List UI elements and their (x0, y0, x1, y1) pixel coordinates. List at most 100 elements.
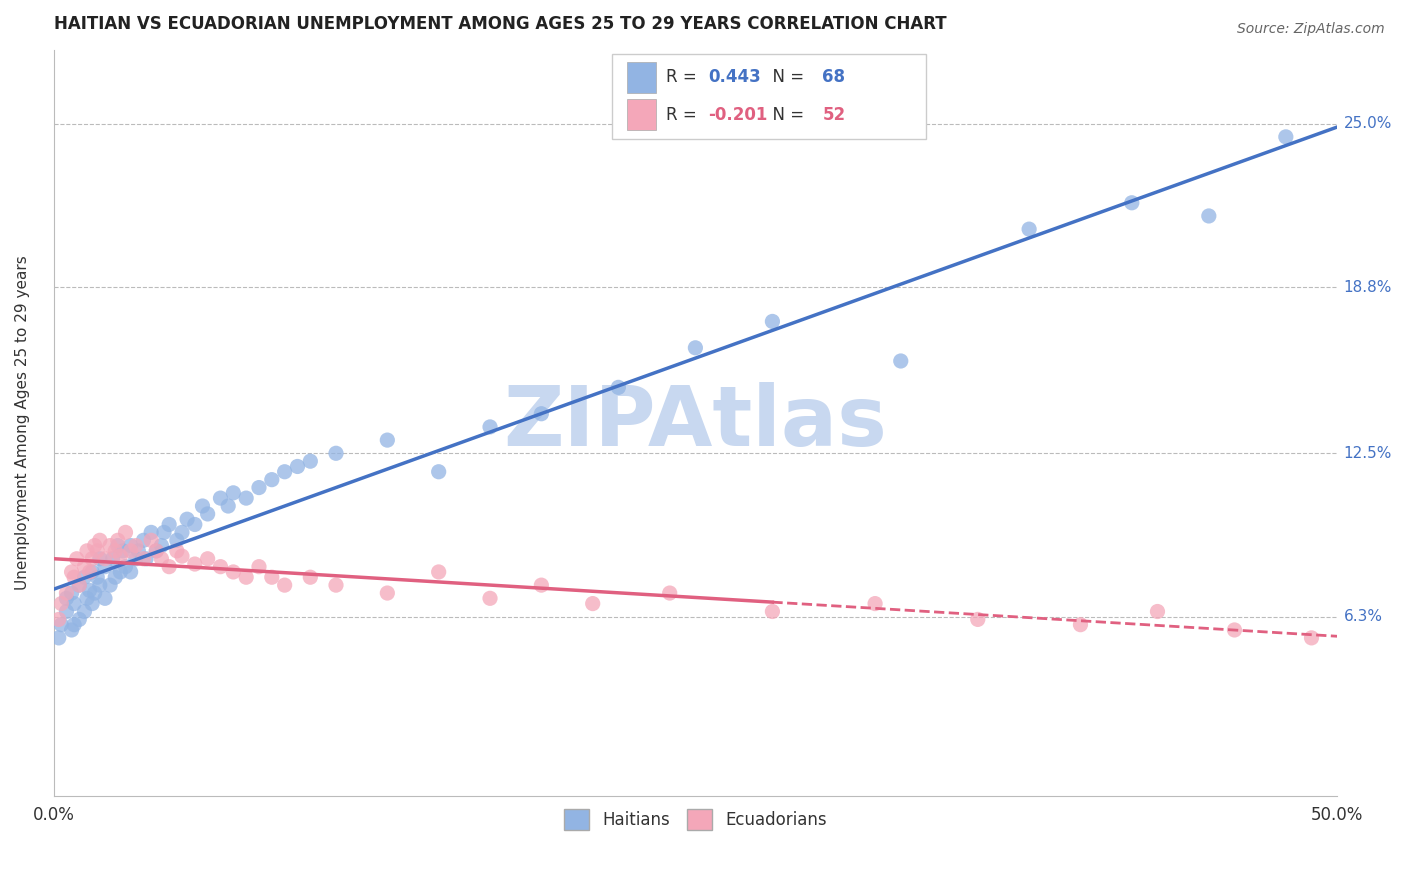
Point (114, 559, 136, 574)
Point (1146, 605, 1168, 619)
Point (209, 491, 232, 505)
Point (1069, 617, 1091, 632)
Point (60, 623, 83, 637)
Point (63, 570, 86, 584)
Point (1275, 129, 1298, 144)
FancyBboxPatch shape (627, 99, 655, 130)
Point (83, 539, 105, 553)
Point (82, 551, 104, 566)
Point (114, 525, 136, 540)
Point (73, 559, 96, 574)
Point (125, 539, 148, 553)
Point (132, 533, 155, 548)
Text: 12.5%: 12.5% (1344, 446, 1392, 461)
Point (55, 591, 77, 606)
Point (325, 578, 347, 592)
Point (86, 570, 108, 584)
Point (110, 565, 132, 579)
Text: R =: R = (666, 69, 702, 87)
Point (94, 559, 117, 574)
Point (145, 544, 167, 558)
Point (157, 517, 180, 532)
Point (94, 551, 117, 566)
Point (104, 570, 127, 584)
Point (60, 586, 83, 600)
Point (890, 354, 912, 368)
Point (150, 551, 173, 566)
Point (120, 544, 142, 558)
Point (67, 612, 90, 626)
Point (530, 578, 553, 592)
Text: 52: 52 (823, 106, 845, 124)
Text: 68: 68 (823, 69, 845, 87)
Point (1018, 222, 1040, 236)
Point (260, 473, 283, 487)
Point (48, 612, 70, 626)
Point (222, 486, 245, 500)
Point (685, 341, 707, 355)
Point (127, 544, 149, 558)
Point (82, 597, 104, 611)
Text: 18.8%: 18.8% (1344, 280, 1392, 294)
Point (153, 525, 176, 540)
Point (222, 565, 245, 579)
Point (66, 551, 89, 566)
Text: -0.201: -0.201 (709, 106, 768, 124)
Point (67, 578, 90, 592)
Point (479, 420, 502, 434)
Point (761, 605, 783, 619)
Point (150, 539, 173, 553)
Point (55, 605, 77, 619)
Point (110, 549, 132, 563)
Point (235, 491, 257, 505)
Text: R =: R = (666, 106, 702, 124)
Text: 0.443: 0.443 (709, 69, 761, 87)
Text: Source: ZipAtlas.com: Source: ZipAtlas.com (1237, 22, 1385, 37)
Text: 25.0%: 25.0% (1344, 116, 1392, 131)
Point (191, 499, 214, 513)
Point (60, 565, 83, 579)
Point (67, 578, 90, 592)
Point (55, 586, 77, 600)
Point (63, 597, 86, 611)
Point (132, 551, 155, 566)
Point (375, 433, 398, 447)
Point (607, 380, 630, 394)
Point (170, 549, 193, 563)
Point (101, 551, 124, 566)
Point (89, 551, 111, 566)
Y-axis label: Unemployment Among Ages 25 to 29 years: Unemployment Among Ages 25 to 29 years (15, 256, 30, 591)
Point (1198, 209, 1220, 223)
Point (176, 512, 198, 526)
Legend: Haitians, Ecuadorians: Haitians, Ecuadorians (557, 803, 834, 837)
Point (247, 559, 270, 574)
Point (761, 314, 783, 328)
Point (145, 544, 167, 558)
Point (157, 559, 180, 574)
Point (427, 565, 450, 579)
Point (76, 591, 98, 606)
Text: HAITIAN VS ECUADORIAN UNEMPLOYMENT AMONG AGES 25 TO 29 YEARS CORRELATION CHART: HAITIAN VS ECUADORIAN UNEMPLOYMENT AMONG… (53, 15, 946, 33)
Point (184, 517, 207, 532)
Point (325, 446, 347, 460)
Point (1223, 623, 1246, 637)
Point (427, 465, 450, 479)
Point (209, 559, 232, 574)
Point (863, 597, 886, 611)
Point (299, 570, 322, 584)
Point (107, 539, 129, 553)
Point (89, 578, 111, 592)
Point (530, 407, 553, 421)
Point (111, 544, 134, 558)
Point (273, 465, 295, 479)
Point (79, 565, 101, 579)
Point (98, 539, 121, 553)
Point (86, 544, 108, 558)
Point (76, 544, 98, 558)
Point (287, 459, 309, 474)
Point (1121, 195, 1143, 210)
Point (375, 586, 398, 600)
Point (1301, 631, 1323, 645)
Point (94, 591, 117, 606)
Point (48, 631, 70, 645)
